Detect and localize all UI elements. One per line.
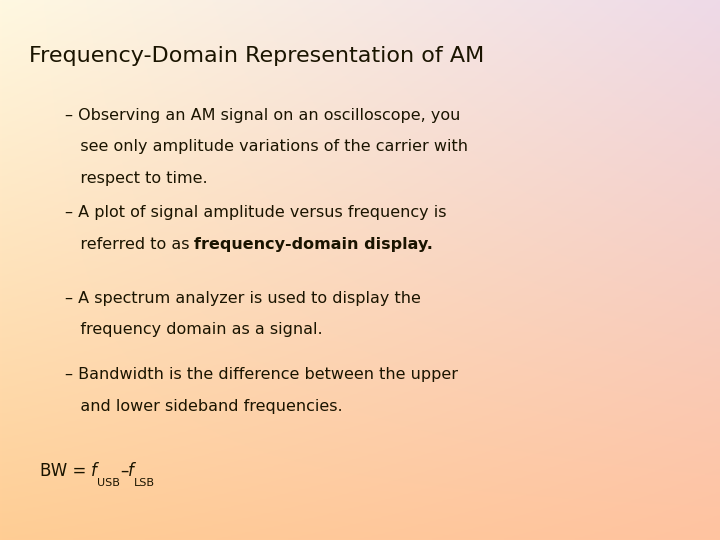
Text: BW =: BW = [40,462,91,480]
Text: – Observing an AM signal on an oscilloscope, you: – Observing an AM signal on an oscillosc… [65,108,460,123]
Text: respect to time.: respect to time. [65,171,207,186]
Text: frequency-domain display.: frequency-domain display. [194,237,433,252]
Text: f: f [91,462,97,480]
Text: frequency domain as a signal.: frequency domain as a signal. [65,322,323,337]
Text: – A spectrum analyzer is used to display the: – A spectrum analyzer is used to display… [65,291,420,306]
Text: – Bandwidth is the difference between the upper: – Bandwidth is the difference between th… [65,367,458,382]
Text: see only amplitude variations of the carrier with: see only amplitude variations of the car… [65,139,468,154]
Text: referred to as: referred to as [65,237,194,252]
Text: Frequency-Domain Representation of AM: Frequency-Domain Representation of AM [29,46,484,66]
Text: f: f [128,462,134,480]
Text: LSB: LSB [134,478,156,488]
Text: and lower sideband frequencies.: and lower sideband frequencies. [65,399,343,414]
Text: – A plot of signal amplitude versus frequency is: – A plot of signal amplitude versus freq… [65,205,446,220]
Text: –: – [120,462,128,480]
Text: USB: USB [97,478,120,488]
